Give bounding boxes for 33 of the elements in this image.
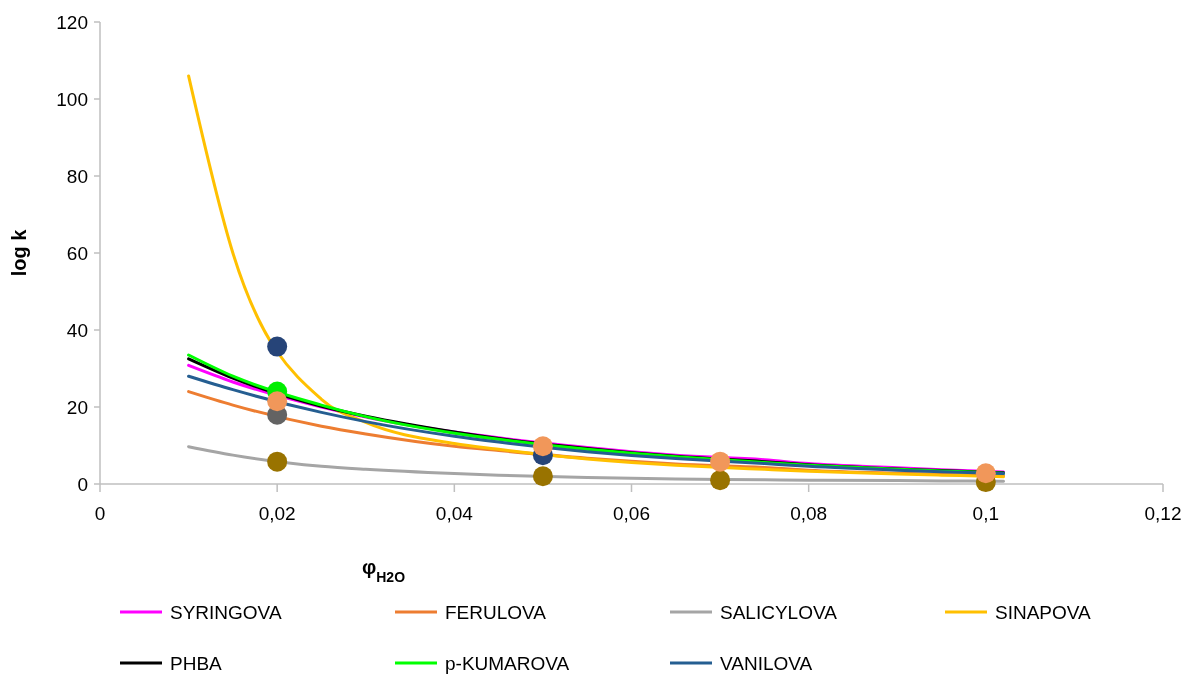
line-series [187,74,1006,479]
legend-label: SYRINGOVA [170,601,282,623]
point [532,466,553,487]
point [267,391,288,412]
x-tick-label: 0,06 [613,503,650,524]
legend-label: VANILOVA [720,652,813,674]
y-tick-label: 80 [66,165,88,187]
y-tick-label: 100 [56,88,88,110]
legend-label: SINAPOVA [995,601,1092,623]
legend-label: PHBA [170,652,223,674]
x-tick-label: 0 [94,503,106,524]
point [975,463,996,484]
y-tick-label: 40 [66,319,88,341]
point [267,451,288,472]
x-tick-label: 0,1 [972,503,1000,524]
x-axis-title: φ$_{H2O}$ [361,556,406,585]
point [267,336,288,357]
legend-label: SALICYLOVA [720,601,838,623]
legend-label: FERULOVA [445,601,547,623]
x-tick-label: 0,04 [435,503,474,524]
y-tick-label: 120 [56,11,88,33]
x-tick-label: 0,08 [790,503,828,524]
point [710,470,731,491]
point [710,451,731,472]
line-series [187,445,1006,483]
x-tick-label: 0,12 [1144,503,1182,524]
point [532,436,553,457]
legend-label: p-KUMAROVA [445,652,570,674]
y-axis-title: log k [8,228,30,277]
x-tick-label: 0,02 [258,503,296,524]
y-tick-label: 60 [66,242,88,264]
y-tick-label: 20 [66,396,88,418]
y-tick-label: 0 [77,473,88,495]
